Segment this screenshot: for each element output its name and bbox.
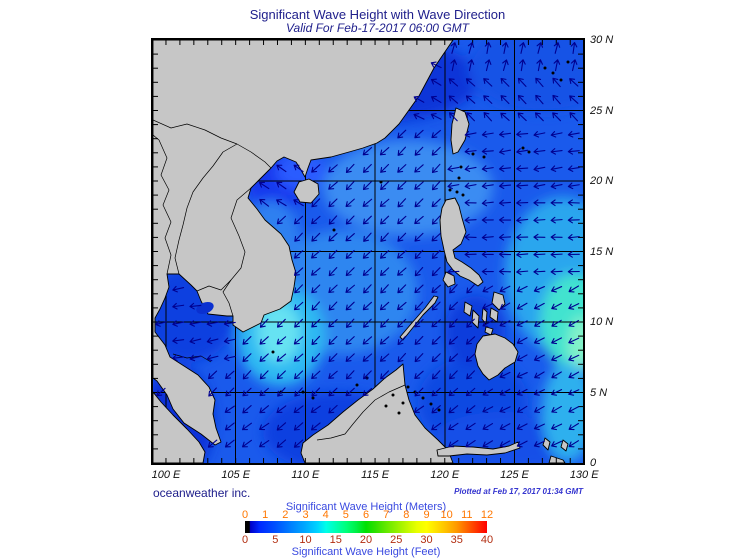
meters-tick: 8 [403, 509, 410, 521]
feet-tick: 5 [272, 534, 279, 546]
lat-label: 15 N [590, 245, 614, 258]
meters-tick: 9 [423, 509, 430, 521]
lat-label: 20 N [590, 175, 614, 187]
lat-label: 10 N [590, 316, 614, 328]
lon-label: 125 E [500, 469, 529, 481]
feet-tick: 30 [420, 534, 433, 546]
lon-label: 115 E [361, 469, 390, 481]
lat-label: 0 [590, 457, 597, 469]
land-luzon [439, 197, 484, 287]
feet-tick: 0 [241, 534, 249, 546]
meters-tick: 12 [480, 509, 494, 521]
land-borneo [300, 363, 454, 463]
meters-tick: 11 [461, 509, 473, 521]
wave-direction-arrows [155, 42, 580, 448]
colorbar-title-feet: Significant Wave Height (Feet) [291, 546, 441, 558]
land-negros [471, 309, 480, 329]
country-borders [153, 119, 406, 441]
meters-tick: 0 [241, 509, 249, 521]
lat-label: 30 N [590, 34, 614, 46]
land-mindoro [442, 271, 456, 288]
meters-tick: 6 [362, 509, 370, 521]
valid-time-subtitle: Valid For Feb-17-2017 06:00 GMT [286, 21, 469, 35]
land-asia-mainland [153, 40, 454, 446]
land-hainan [293, 178, 320, 204]
plotted-timestamp: Plotted at Feb 17, 2017 01:34 GMT [454, 487, 583, 496]
feet-tick: 20 [359, 534, 373, 546]
lon-label: 130 E [569, 469, 599, 481]
land-mindanao [474, 333, 519, 381]
feet-tick: 10 [299, 534, 312, 546]
small-islands [271, 60, 570, 415]
colorbar-meters-ticks: 0 1 2 3 4 5 6 7 8 9 10 11 12 [241, 509, 493, 521]
colorbar-title-meters: Significant Wave Height (Meters) [285, 501, 447, 513]
lat-label: 25 N [590, 104, 614, 117]
map-canvas [153, 40, 583, 463]
lat-label: 5 N [590, 386, 608, 399]
lon-label: 120 E [430, 469, 460, 481]
colorbar-feet-ticks: 0 5 10 15 20 25 30 35 40 [241, 534, 493, 546]
feet-tick: 15 [329, 534, 342, 546]
map-panel [151, 38, 585, 465]
lon-label: 100 E [151, 469, 181, 481]
land-masses [153, 40, 569, 463]
meters-tick: 4 [322, 509, 329, 521]
meters-tick: 10 [440, 509, 453, 521]
land-palawan [399, 295, 439, 341]
meters-tick: 3 [302, 509, 309, 521]
land-talaud [560, 439, 569, 452]
land-leyte [489, 307, 499, 323]
lon-label: 110 E [291, 469, 320, 481]
land-halmahera-tip [548, 455, 566, 463]
feet-tick: 40 [480, 534, 494, 546]
meters-tick: 5 [342, 509, 349, 521]
land-sulawesi-arm [436, 441, 521, 457]
page-title: Significant Wave Height with Wave Direct… [249, 7, 506, 22]
credit-text: oceanweather inc. [153, 486, 251, 500]
land-panay [463, 301, 473, 317]
land-sumatra [153, 391, 206, 463]
lon-label: 105 E [221, 469, 251, 481]
degree-ticks [153, 40, 583, 463]
feet-tick: 35 [450, 534, 463, 546]
feet-tick: 25 [390, 534, 403, 546]
meters-tick: 7 [383, 509, 390, 521]
meters-tick: 1 [262, 509, 269, 521]
colorbar-gradient [245, 521, 487, 533]
meters-tick: 2 [282, 509, 289, 521]
